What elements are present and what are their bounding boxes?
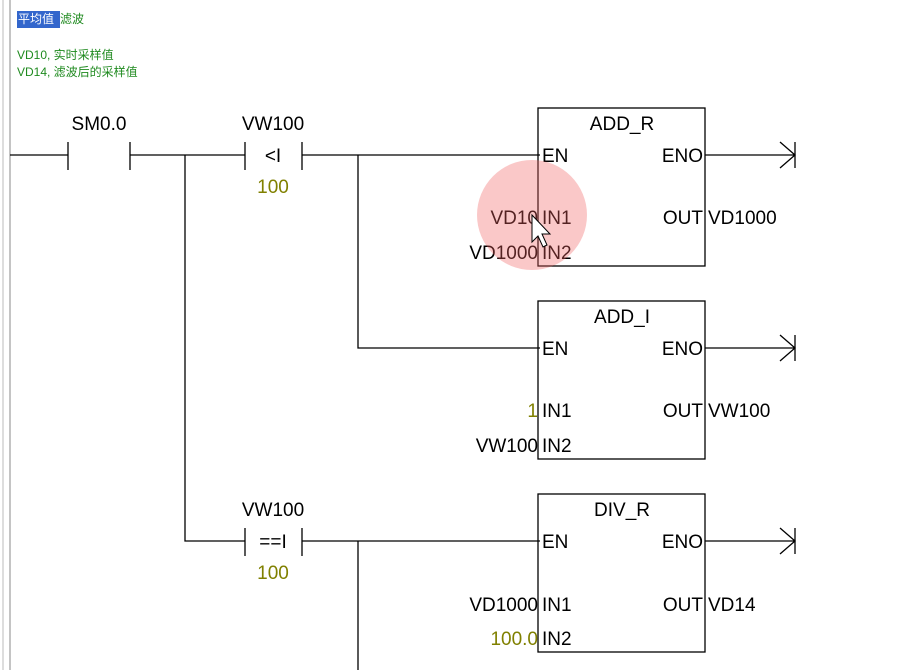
comment-line: VD10, 实时采样值 bbox=[17, 47, 114, 62]
operand: VD10 bbox=[490, 208, 538, 229]
operand: VW100 bbox=[708, 401, 770, 422]
operand: VD1000 bbox=[469, 243, 538, 264]
pin-label: ENO bbox=[662, 339, 703, 360]
contact-address: VW100 bbox=[242, 114, 304, 135]
contact-address: VW100 bbox=[242, 500, 304, 521]
pin-label: OUT bbox=[663, 401, 704, 422]
operand: VW100 bbox=[476, 436, 538, 457]
contact-op: <I bbox=[265, 146, 281, 167]
operand: VD14 bbox=[708, 595, 756, 616]
pin-label: ENO bbox=[662, 146, 703, 167]
pin-label: IN2 bbox=[542, 629, 572, 650]
pin-label: ENO bbox=[662, 532, 703, 553]
pin-label: IN1 bbox=[542, 595, 572, 616]
pin-label: OUT bbox=[663, 595, 704, 616]
pin-label: EN bbox=[542, 532, 568, 553]
operand: VD1000 bbox=[708, 208, 777, 229]
operand: 100.0 bbox=[490, 629, 538, 650]
operand: 1 bbox=[527, 401, 538, 422]
comment-highlight: 平均值 bbox=[18, 11, 54, 26]
pin-label: IN1 bbox=[542, 208, 572, 229]
pin-label: EN bbox=[542, 339, 568, 360]
box-name: ADD_R bbox=[590, 114, 654, 135]
box-name: ADD_I bbox=[594, 307, 650, 328]
contact-operand: 100 bbox=[257, 563, 289, 584]
pin-label: IN2 bbox=[542, 243, 572, 264]
pin-label: IN2 bbox=[542, 436, 572, 457]
comment-line: VD14, 滤波后的采样值 bbox=[17, 64, 138, 79]
wires bbox=[10, 107, 796, 670]
operand: VD1000 bbox=[469, 595, 538, 616]
contact-op: ==I bbox=[259, 532, 286, 553]
pin-label: OUT bbox=[663, 208, 704, 229]
comment-title: 滤波 bbox=[60, 12, 84, 26]
pin-label: EN bbox=[542, 146, 568, 167]
contact-operand: 100 bbox=[257, 177, 289, 198]
selection bbox=[17, 11, 60, 28]
contact-address: SM0.0 bbox=[72, 114, 127, 135]
mouse-cursor bbox=[531, 213, 552, 248]
box-name: DIV_R bbox=[594, 500, 650, 521]
pin-label: IN1 bbox=[542, 401, 572, 422]
